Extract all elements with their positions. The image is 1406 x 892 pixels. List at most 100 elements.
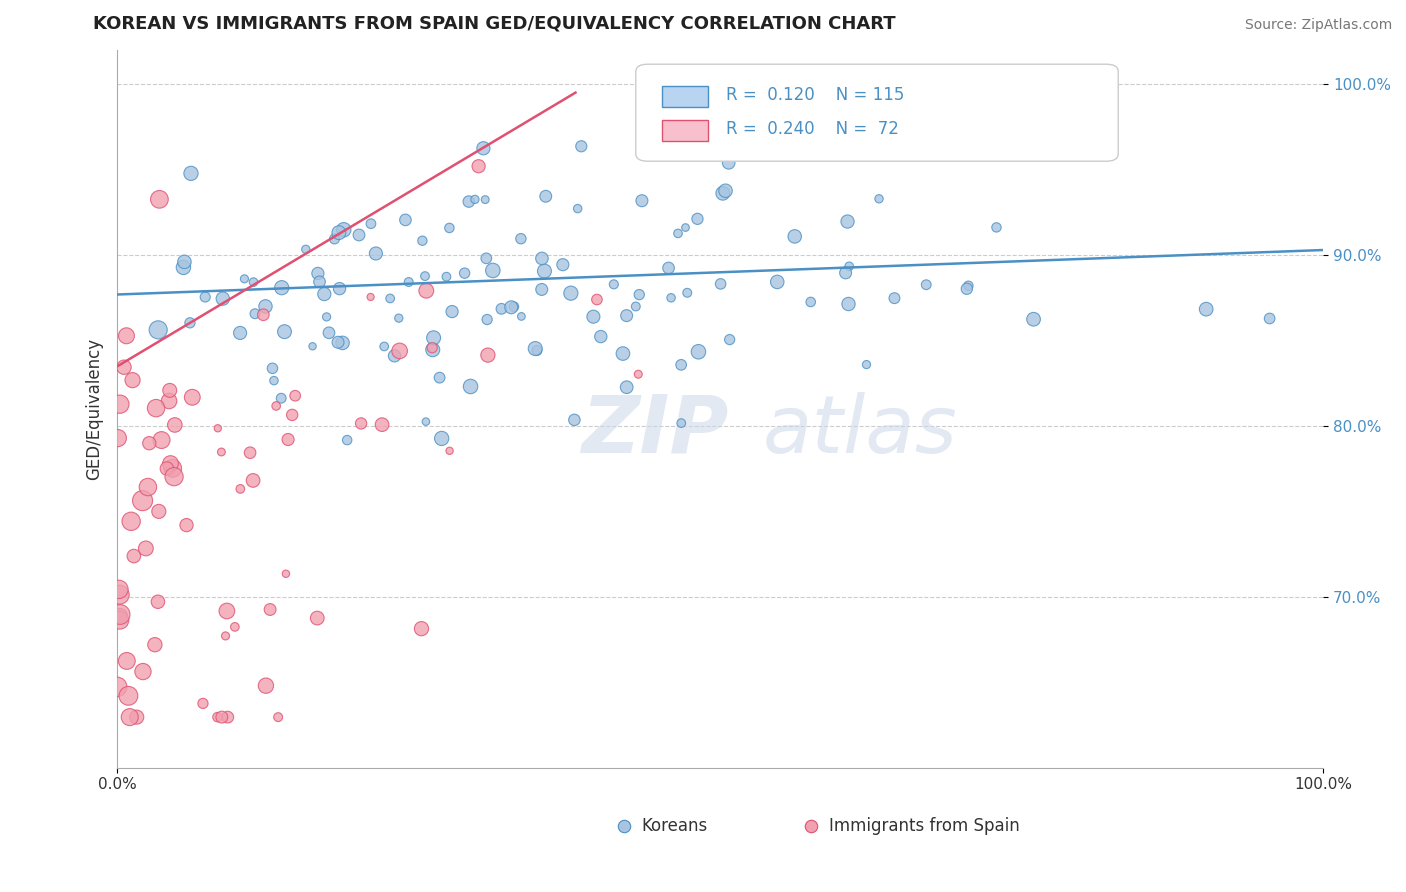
Point	[148, 504, 170, 518]
Point	[669, 358, 692, 372]
Point	[194, 290, 217, 304]
Point	[415, 284, 437, 298]
Point	[239, 446, 262, 460]
Point	[163, 469, 186, 483]
Point	[686, 211, 709, 226]
Point	[215, 604, 238, 618]
Point	[475, 312, 498, 326]
Point	[394, 213, 416, 227]
Point	[467, 159, 489, 173]
Point	[110, 608, 132, 623]
Point	[211, 292, 233, 306]
Point	[783, 229, 806, 244]
Point	[453, 266, 475, 280]
Point	[336, 433, 359, 447]
Point	[214, 629, 236, 643]
Point	[837, 214, 859, 228]
Point	[233, 272, 256, 286]
Point	[180, 166, 202, 180]
Point	[145, 401, 167, 416]
Text: Koreans: Koreans	[641, 817, 709, 835]
Point	[277, 433, 299, 447]
Point	[915, 277, 938, 292]
Point	[191, 697, 214, 711]
Point	[475, 252, 498, 266]
Text: 100.0%: 100.0%	[1295, 777, 1353, 792]
Point	[148, 323, 170, 337]
Point	[472, 141, 495, 155]
Point	[159, 384, 181, 398]
Point	[631, 194, 654, 208]
Point	[318, 326, 340, 340]
Point	[115, 654, 138, 668]
Point	[136, 480, 159, 494]
Text: atlas: atlas	[762, 392, 957, 470]
Point	[868, 192, 890, 206]
Point	[242, 474, 264, 488]
Point	[411, 622, 433, 636]
Point	[718, 333, 741, 347]
Point	[254, 679, 277, 693]
Point	[430, 432, 453, 446]
Point	[503, 300, 526, 314]
Point	[315, 310, 337, 324]
Point	[524, 342, 547, 356]
Point	[420, 341, 443, 355]
Point	[360, 217, 382, 231]
Point	[464, 193, 486, 207]
Point	[274, 566, 297, 581]
Point	[118, 710, 141, 724]
Point	[460, 379, 482, 393]
Point	[567, 202, 589, 216]
Point	[477, 348, 499, 362]
Point	[328, 282, 350, 296]
Point	[107, 431, 129, 445]
Point	[308, 275, 330, 289]
Point	[254, 299, 277, 313]
Point	[207, 710, 229, 724]
Text: KOREAN VS IMMIGRANTS FROM SPAIN GED/EQUIVALENCY CORRELATION CHART: KOREAN VS IMMIGRANTS FROM SPAIN GED/EQUI…	[93, 15, 896, 33]
Y-axis label: GED/Equivalency: GED/Equivalency	[86, 338, 103, 480]
Point	[411, 234, 433, 248]
FancyBboxPatch shape	[636, 64, 1118, 161]
Point	[675, 220, 697, 235]
Point	[711, 186, 734, 201]
Point	[413, 269, 436, 284]
Point	[429, 370, 451, 384]
Point	[176, 518, 198, 533]
Point	[108, 613, 131, 627]
Point	[628, 287, 651, 301]
Point	[800, 295, 823, 310]
Point	[156, 461, 179, 475]
Point	[482, 263, 505, 277]
Point	[131, 493, 153, 508]
Point	[217, 710, 239, 724]
Point	[586, 293, 609, 307]
Point	[441, 304, 464, 318]
Point	[534, 189, 557, 203]
Point	[115, 328, 138, 343]
Point	[710, 277, 733, 291]
Point	[564, 413, 586, 427]
Point	[551, 258, 574, 272]
Point	[328, 226, 350, 240]
Point	[224, 620, 246, 634]
Point	[889, 142, 911, 156]
Point	[138, 436, 160, 450]
Point	[624, 300, 647, 314]
Point	[211, 710, 233, 724]
Point	[474, 193, 496, 207]
Point	[883, 291, 905, 305]
Point	[281, 408, 304, 422]
Point	[307, 267, 329, 281]
Point	[838, 260, 860, 274]
Point	[294, 243, 316, 257]
Point	[163, 417, 186, 432]
Point	[270, 281, 292, 295]
Point	[301, 339, 323, 353]
Point	[658, 260, 681, 275]
Point	[108, 582, 131, 597]
Point	[364, 246, 387, 260]
Point	[332, 335, 354, 350]
Point	[530, 252, 553, 266]
